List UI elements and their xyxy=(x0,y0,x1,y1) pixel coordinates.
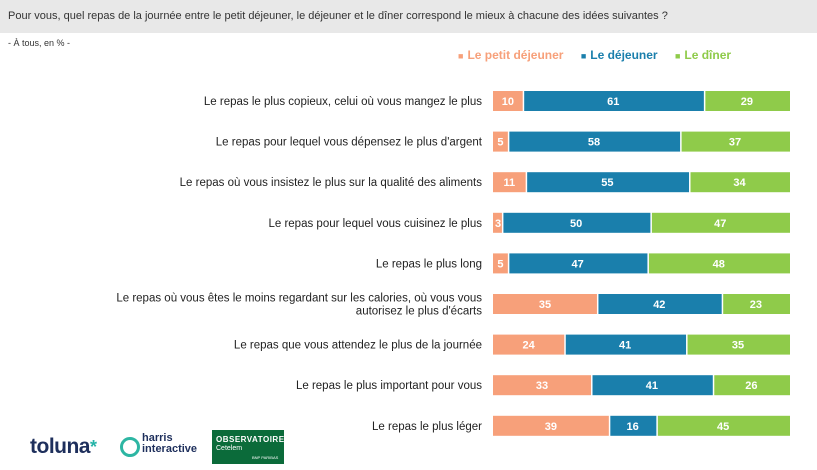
row-label: Le repas pour lequel vous dépensez le pl… xyxy=(216,137,483,149)
row-label: Le repas le plus important pour vous xyxy=(296,380,482,392)
bar-segment-dejeuner xyxy=(565,334,687,355)
bar-segment-diner xyxy=(723,294,790,314)
data-label: 34 xyxy=(733,177,746,189)
question-text: Pour vous, quel repas de la journée entr… xyxy=(8,10,668,22)
data-label: 5 xyxy=(497,258,503,270)
bar-segment-petit-dejeuner xyxy=(493,131,508,152)
legend-item-petit-dejeuner: ■ Le petit déjeuner xyxy=(458,48,563,62)
data-label: 58 xyxy=(588,137,600,149)
bar-segment-dejeuner xyxy=(527,172,690,193)
bar-segment-dejeuner xyxy=(503,212,651,233)
data-label: 42 xyxy=(653,299,665,311)
bar-segment-dejeuner xyxy=(598,294,722,314)
legend-item-dejeuner: ■ Le déjeuner xyxy=(581,48,658,62)
legend-label: Le dîner xyxy=(684,48,732,62)
legend-marker: ■ xyxy=(580,51,587,61)
row-label: Le repas le plus copieux, celui où vous … xyxy=(204,96,482,108)
data-label: 24 xyxy=(523,340,536,352)
bar-segment-petit-dejeuner xyxy=(493,375,592,396)
bar-segment-dejeuner xyxy=(592,375,713,396)
harris-ring-icon xyxy=(120,437,140,457)
legend-label: Le petit déjeuner xyxy=(467,48,564,62)
legend-marker: ■ xyxy=(674,51,681,61)
row-label: Le repas où vous êtes le moins regardant… xyxy=(116,293,482,318)
question-header: Pour vous, quel repas de la journée entr… xyxy=(0,0,817,33)
data-label: 61 xyxy=(607,96,619,108)
data-label: 35 xyxy=(732,340,744,352)
star-icon: * xyxy=(90,437,97,457)
data-label: 37 xyxy=(729,137,741,149)
data-label: 26 xyxy=(745,380,757,392)
chart-legend: ■ Le petit déjeuner ■ Le déjeuner ■ Le dîne… xyxy=(458,48,745,62)
bar-segment-petit-dejeuner xyxy=(493,91,523,111)
data-label: 35 xyxy=(539,299,551,311)
data-label: 23 xyxy=(750,299,762,311)
data-label: 48 xyxy=(713,258,725,270)
bar-segment-dejeuner xyxy=(509,253,648,274)
legend-marker: ■ xyxy=(458,51,464,61)
data-label: 41 xyxy=(646,380,658,392)
bar-segment-diner xyxy=(705,91,790,111)
data-label: 50 xyxy=(570,218,582,230)
row-label: Le repas que vous attendez le plus de la… xyxy=(234,340,482,352)
bar-segment-diner xyxy=(651,212,790,233)
bar-segment-diner xyxy=(687,334,790,355)
row-label: Le repas le plus long xyxy=(376,258,482,270)
bar-segment-petit-dejeuner xyxy=(493,212,502,233)
data-label: 11 xyxy=(504,177,516,189)
bar-segment-dejeuner xyxy=(524,91,704,111)
legend-label: Le déjeuner xyxy=(590,48,658,62)
toluna-logo: toluna* xyxy=(30,435,97,458)
bar-segment-diner xyxy=(690,172,790,193)
data-label: 47 xyxy=(714,218,726,230)
data-label: 29 xyxy=(741,96,753,108)
bar-segment-petit-dejeuner xyxy=(493,334,565,355)
bar-segment-dejeuner xyxy=(509,131,681,152)
bar-segment-diner xyxy=(714,375,790,396)
data-label: 10 xyxy=(502,96,514,108)
bar-segment-petit-dejeuner xyxy=(493,294,597,314)
bar-segment-petit-dejeuner xyxy=(493,415,609,436)
data-label: 16 xyxy=(626,421,638,433)
base-note: - À tous, en % - xyxy=(8,38,71,48)
row-label: Le repas pour lequel vous cuisinez le pl… xyxy=(268,218,482,230)
bar-segment-diner xyxy=(681,131,790,152)
row-label: Le repas le plus léger xyxy=(372,421,482,433)
data-label: 47 xyxy=(572,258,584,270)
bar-segment-diner xyxy=(648,253,790,274)
observatoire-cetelem-logo: OBSERVATOIRE Cetelem BNP PARIBAS xyxy=(212,430,284,464)
bar-segment-petit-dejeuner xyxy=(493,253,508,274)
legend-item-diner: ■ Le dîner xyxy=(675,48,731,62)
data-label: 39 xyxy=(545,421,557,433)
data-label: 45 xyxy=(717,421,729,433)
data-label: 3 xyxy=(495,218,501,230)
bar-segment-dejeuner xyxy=(610,415,657,436)
data-label: 55 xyxy=(601,177,613,189)
bar-segment-petit-dejeuner xyxy=(493,172,526,193)
data-label: 41 xyxy=(619,340,631,352)
bar-segment-diner xyxy=(657,415,790,436)
data-label: 33 xyxy=(536,380,548,392)
row-label: Le repas où vous insistez le plus sur la… xyxy=(180,177,483,189)
harris-interactive-logo: harris interactive xyxy=(142,432,198,455)
data-label: 5 xyxy=(497,137,503,149)
